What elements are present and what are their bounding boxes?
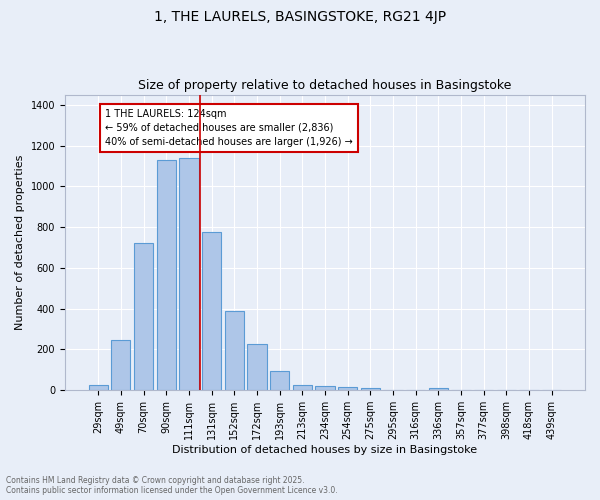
Y-axis label: Number of detached properties: Number of detached properties [15,154,25,330]
Bar [202,232,221,390]
Bar [179,158,199,390]
X-axis label: Distribution of detached houses by size in Basingstoke: Distribution of detached houses by size … [172,445,478,455]
Bar [316,386,335,390]
Bar [134,244,153,390]
Bar [338,387,357,390]
Text: 1, THE LAURELS, BASINGSTOKE, RG21 4JP: 1, THE LAURELS, BASINGSTOKE, RG21 4JP [154,10,446,24]
Title: Size of property relative to detached houses in Basingstoke: Size of property relative to detached ho… [138,79,512,92]
Text: 1 THE LAURELS: 124sqm
← 59% of detached houses are smaller (2,836)
40% of semi-d: 1 THE LAURELS: 124sqm ← 59% of detached … [105,109,353,147]
Bar [247,344,266,390]
Bar [111,340,130,390]
Text: Contains HM Land Registry data © Crown copyright and database right 2025.
Contai: Contains HM Land Registry data © Crown c… [6,476,338,495]
Bar [270,372,289,390]
Bar [224,311,244,390]
Bar [293,384,312,390]
Bar [89,385,108,390]
Bar [428,388,448,390]
Bar [361,388,380,390]
Bar [157,160,176,390]
